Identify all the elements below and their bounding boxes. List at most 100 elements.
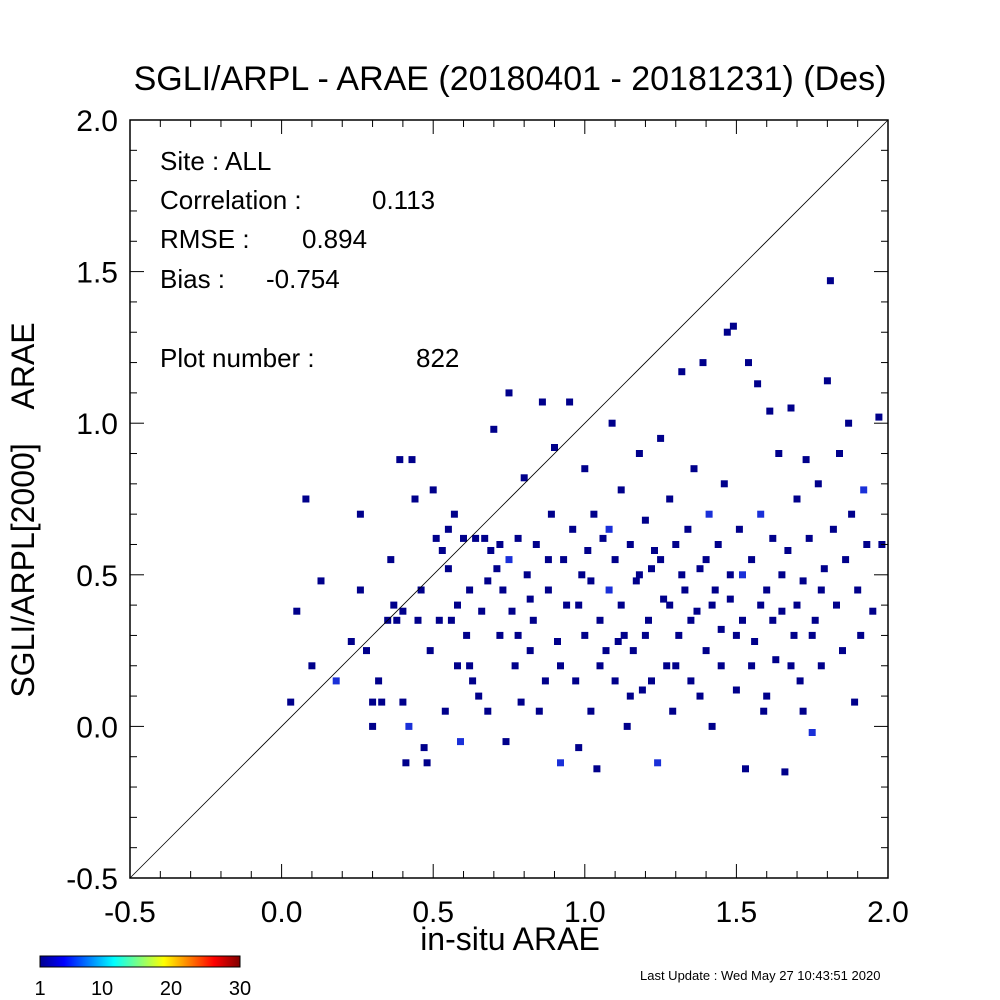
data-point bbox=[681, 586, 689, 594]
data-point bbox=[611, 677, 619, 685]
data-point bbox=[602, 647, 610, 655]
data-point bbox=[817, 662, 825, 670]
data-point bbox=[863, 541, 871, 548]
data-point bbox=[590, 510, 598, 518]
data-point bbox=[596, 616, 604, 624]
data-point bbox=[429, 486, 437, 494]
data-point bbox=[772, 656, 780, 664]
one-to-one-line bbox=[129, 119, 889, 879]
data-point bbox=[587, 577, 595, 585]
data-point bbox=[739, 616, 746, 624]
data-point bbox=[405, 722, 413, 730]
data-point bbox=[869, 607, 877, 615]
data-point bbox=[508, 607, 516, 615]
data-point bbox=[378, 698, 386, 706]
data-point bbox=[535, 707, 543, 715]
data-point bbox=[726, 595, 734, 603]
data-point bbox=[490, 425, 498, 433]
data-point bbox=[790, 631, 798, 639]
data-point bbox=[648, 677, 655, 685]
data-point bbox=[875, 413, 883, 421]
data-point bbox=[769, 534, 777, 542]
data-point bbox=[502, 738, 510, 746]
data-point bbox=[356, 586, 364, 594]
data-point bbox=[302, 495, 310, 503]
data-point bbox=[708, 601, 716, 609]
data-point bbox=[842, 556, 850, 564]
data-point bbox=[460, 534, 467, 542]
data-point bbox=[466, 662, 474, 670]
data-point bbox=[666, 601, 674, 609]
data-point bbox=[414, 616, 422, 624]
data-point bbox=[517, 698, 525, 706]
data-point bbox=[702, 556, 710, 564]
data-point bbox=[638, 686, 646, 694]
data-point bbox=[511, 662, 519, 670]
data-point bbox=[575, 744, 583, 752]
data-point bbox=[626, 692, 634, 700]
stats-plot-number-label: Plot number : bbox=[160, 343, 315, 373]
data-point bbox=[808, 729, 816, 736]
data-point bbox=[823, 377, 831, 385]
colorbar-tick-label: 10 bbox=[91, 978, 113, 1000]
data-point bbox=[793, 601, 801, 609]
stats-bias-label: Bias : bbox=[160, 264, 225, 294]
data-point bbox=[484, 577, 492, 585]
data-point bbox=[444, 565, 452, 573]
data-point bbox=[778, 607, 786, 615]
data-point bbox=[735, 525, 743, 533]
data-point bbox=[472, 534, 480, 542]
data-point bbox=[648, 565, 655, 573]
data-point bbox=[757, 601, 765, 609]
data-point bbox=[802, 456, 810, 464]
x-tick-label: -0.5 bbox=[104, 896, 156, 929]
stats-correlation-label: Correlation : bbox=[160, 185, 302, 215]
data-point bbox=[742, 765, 749, 773]
data-point bbox=[778, 571, 786, 579]
data-point bbox=[605, 525, 613, 533]
stats-correlation-value: 0.113 bbox=[372, 185, 435, 215]
data-point bbox=[720, 480, 728, 488]
data-point bbox=[581, 465, 589, 473]
data-point bbox=[723, 328, 731, 336]
data-point bbox=[557, 759, 564, 767]
colorbar-tick-label: 20 bbox=[160, 978, 182, 1000]
data-point bbox=[569, 525, 577, 533]
data-point bbox=[547, 510, 555, 518]
data-point bbox=[514, 534, 522, 542]
data-point bbox=[732, 631, 740, 639]
data-point bbox=[635, 450, 643, 457]
data-point bbox=[732, 686, 740, 694]
data-point bbox=[820, 565, 828, 573]
data-point bbox=[811, 616, 819, 624]
data-point bbox=[651, 547, 658, 554]
data-point bbox=[763, 692, 771, 700]
data-point bbox=[435, 616, 443, 624]
data-point bbox=[808, 631, 816, 639]
data-point bbox=[478, 607, 486, 615]
last-update-text: Last Update : Wed May 27 10:43:51 2020 bbox=[640, 968, 881, 983]
data-point bbox=[481, 534, 489, 542]
data-point bbox=[760, 707, 768, 715]
data-point bbox=[463, 631, 471, 639]
y-tick-label: 2.0 bbox=[76, 105, 118, 138]
colorbar bbox=[39, 955, 241, 968]
data-point bbox=[466, 586, 474, 594]
data-point bbox=[814, 480, 822, 488]
data-point bbox=[641, 631, 649, 639]
data-point bbox=[526, 595, 534, 603]
data-point bbox=[687, 616, 695, 624]
data-point bbox=[751, 638, 759, 645]
data-point bbox=[529, 616, 537, 624]
data-point bbox=[641, 516, 649, 524]
data-point bbox=[626, 541, 634, 548]
data-point bbox=[426, 647, 434, 655]
data-point bbox=[839, 647, 846, 655]
data-point bbox=[393, 616, 401, 624]
y-tick-label: -0.5 bbox=[66, 863, 118, 896]
data-point bbox=[672, 662, 680, 670]
data-point bbox=[666, 495, 674, 503]
chart-title: SGLI/ARPL - ARAE (20180401 - 20181231) (… bbox=[134, 60, 887, 98]
data-point bbox=[705, 510, 713, 518]
data-point bbox=[787, 662, 795, 670]
